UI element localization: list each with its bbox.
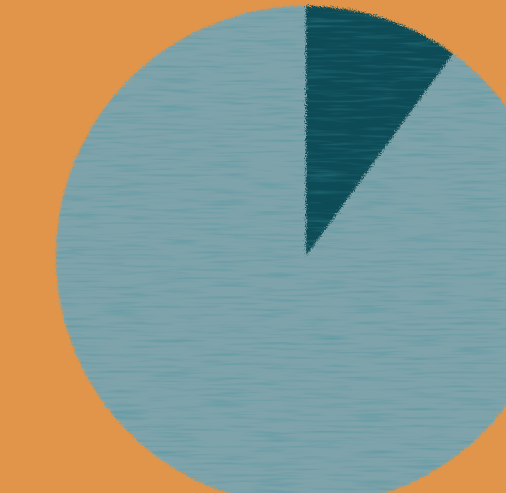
pie-texture	[55, 6, 506, 493]
pie-slice-texture-2	[55, 6, 506, 493]
pie-slice-texture-1	[306, 6, 453, 256]
